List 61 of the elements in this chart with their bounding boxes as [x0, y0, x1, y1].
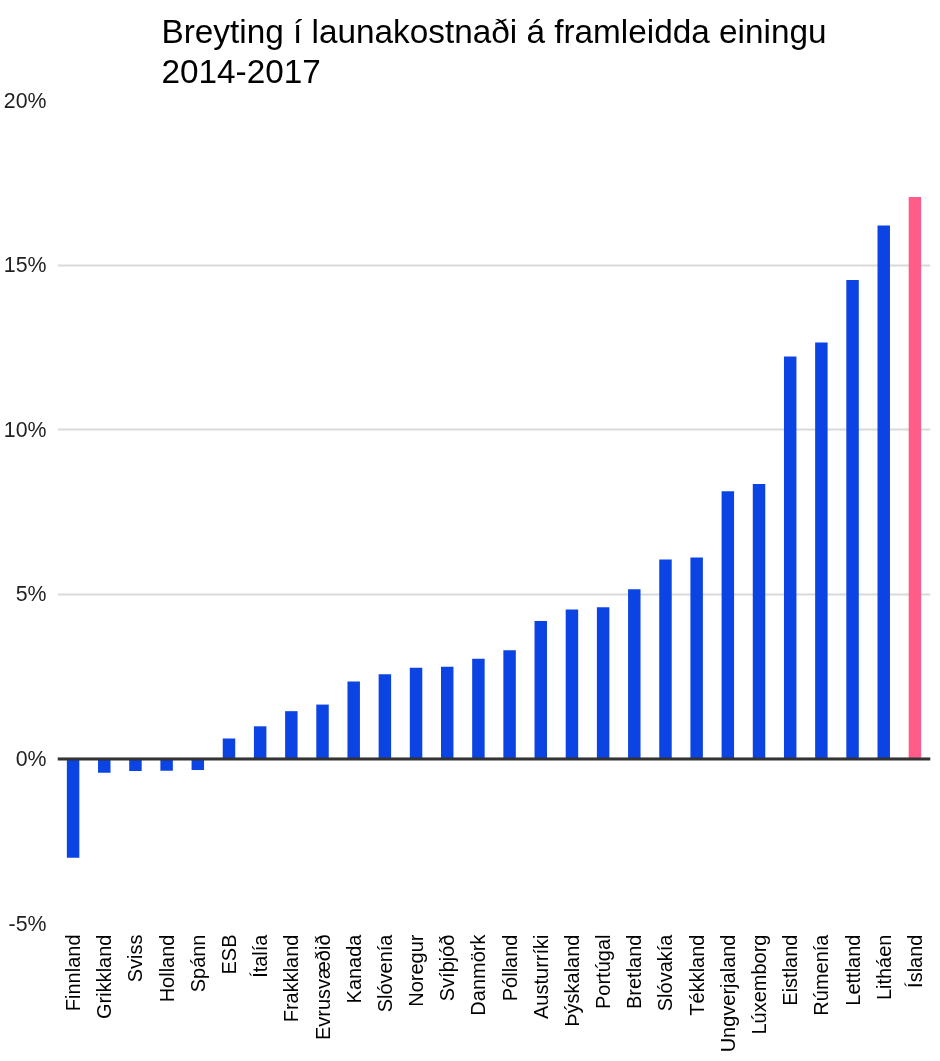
bar — [503, 650, 516, 759]
x-tick-label: Slóvenía — [373, 933, 396, 1013]
x-tick-label: Evrusvæðið — [311, 934, 334, 1041]
x-tick-label: Ísland — [903, 934, 926, 988]
x-tick-label: ESB — [217, 934, 240, 975]
bar — [628, 589, 641, 759]
x-tick-label: Danmörk — [467, 933, 490, 1016]
x-tick-label: Rúmenía — [810, 933, 833, 1016]
x-tick-label: Slóvakía — [654, 933, 677, 1012]
x-tick-label: Lúxemborg — [748, 934, 771, 1035]
bar — [659, 559, 672, 759]
bar — [409, 667, 423, 759]
bar — [815, 342, 828, 759]
y-tick-label: 20% — [3, 88, 47, 113]
bar — [596, 607, 610, 759]
x-tick-label: Holland — [155, 934, 178, 1003]
bar — [98, 758, 111, 773]
y-tick-label: -5% — [8, 911, 47, 936]
x-tick-label: Ungverjaland — [716, 934, 739, 1053]
x-tick-label: Noregur — [405, 934, 428, 1007]
x-tick-label: Bretland — [623, 934, 646, 1009]
x-tick-label: Portúgal — [592, 934, 615, 1009]
bar — [160, 758, 173, 771]
y-tick-label: 10% — [3, 417, 47, 442]
bar — [565, 609, 579, 759]
bar — [347, 681, 360, 759]
x-tick-label: Finnland — [62, 934, 85, 1012]
y-tick-label: 0% — [15, 746, 47, 771]
bar — [877, 225, 890, 759]
x-tick-label: Kanada — [342, 933, 365, 1004]
x-tick-label: Eistland — [779, 934, 802, 1006]
bar — [752, 484, 766, 759]
x-tick-label: Tékkland — [685, 934, 708, 1016]
x-tick-label: Spánn — [186, 934, 209, 993]
bar — [378, 674, 392, 759]
x-tick-label: Sviss — [124, 934, 147, 983]
y-tick-label: 5% — [15, 582, 47, 607]
x-tick-label: Þýskaland — [560, 934, 583, 1027]
bar — [690, 557, 703, 759]
bar — [285, 711, 298, 759]
bar — [783, 356, 797, 759]
bar — [908, 196, 922, 759]
chart-title: Breyting í launakostnaði á framleidda einingu 2014-2017 — [161, 12, 827, 91]
x-tick-label: Frakkland — [280, 934, 303, 1023]
x-tick-label: Svíþjóð — [436, 934, 459, 1002]
x-tick-label: Litháen — [872, 934, 895, 1001]
x-tick-label: Lettland — [841, 934, 864, 1006]
bar — [129, 758, 142, 772]
y-tick-label: 15% — [3, 253, 47, 278]
bar — [66, 758, 80, 858]
bar — [441, 666, 454, 759]
bar — [472, 658, 485, 759]
bar — [846, 279, 859, 759]
bar — [253, 726, 267, 759]
bar — [316, 704, 329, 759]
bar — [721, 491, 735, 759]
x-tick-label: Grikkland — [93, 934, 116, 1019]
bar — [534, 620, 547, 759]
x-tick-label: Pólland — [498, 934, 521, 1002]
x-tick-label: Ítalía — [249, 933, 272, 978]
x-tick-label: Austurríki — [529, 934, 552, 1019]
